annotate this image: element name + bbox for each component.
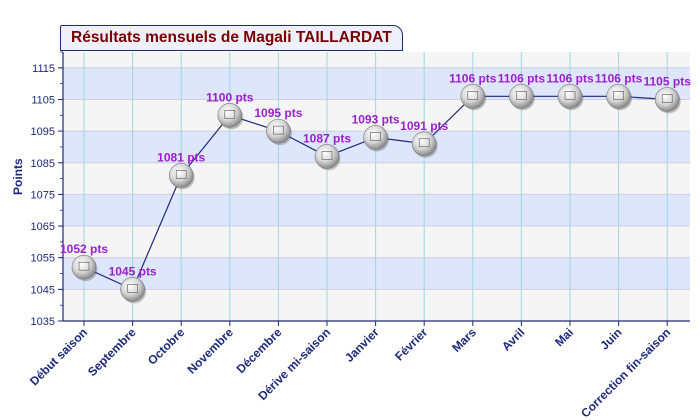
data-point-ball [460,84,486,109]
data-label: 1106 pts [498,71,546,85]
data-label: 1106 pts [449,71,497,85]
y-tick-label: 1045 [31,284,55,296]
data-point [654,87,681,114]
x-tick-label: Juin [597,325,624,352]
data-point-emblem [467,91,479,100]
y-tick-label: 1105 [31,94,55,106]
data-point-emblem [321,151,333,160]
data-point-emblem [175,170,187,179]
data-point [314,144,341,171]
data-point [411,131,438,158]
data-point-ball [71,254,97,280]
data-point [71,254,98,282]
x-tick-label: Mars [449,325,479,355]
data-point [606,84,633,111]
data-point-ball [217,102,243,128]
x-tick-label: Janvier [342,325,382,365]
x-tick-label: Novembre [185,325,237,377]
data-point-emblem [613,91,624,100]
data-point [266,118,292,146]
grid-band [63,226,690,258]
data-point [509,84,535,111]
data-label: 1087 pts [303,131,351,145]
y-tick-label: 1075 [31,189,55,201]
data-point-ball [411,131,437,157]
data-point [460,84,487,111]
grid-band [63,257,690,290]
data-point-emblem [661,94,673,103]
data-point [363,125,390,152]
data-point-emblem [564,91,576,100]
x-tick-label: Décembre [234,325,285,376]
data-point-emblem [418,138,430,148]
data-point-ball [509,84,534,109]
data-point-emblem [273,125,284,135]
data-point-emblem [127,284,138,293]
x-tick-label: Mai [552,325,576,349]
x-tick-label: Correction fin-saison [578,325,673,420]
data-point-ball [606,84,631,109]
data-label: 1045 pts [109,264,157,278]
y-tick-label: 1035 [31,316,55,328]
data-label: 1100 pts [206,90,254,104]
grid-band [63,194,690,227]
data-point-emblem [78,261,90,271]
chart-title: Résultats mensuels de Magali TAILLARDAT [60,25,403,51]
data-point-emblem [516,91,527,100]
y-tick-label: 1055 [31,253,55,265]
data-label: 1081 pts [157,150,205,164]
data-point-ball [266,118,291,144]
data-label: 1106 pts [595,71,643,85]
x-tick-label: Début saison [27,325,90,388]
data-point [168,163,195,190]
y-tick-label: 1085 [31,158,55,170]
data-label: 1106 pts [546,71,594,85]
data-point [217,102,244,130]
data-point [557,84,584,111]
grid-band [63,289,690,321]
data-label: 1095 pts [254,106,302,120]
x-tick-label: Avril [499,325,527,353]
y-tick-label: 1065 [31,221,55,233]
data-point-ball [314,144,340,169]
grid-band [63,52,690,68]
data-point [120,277,147,304]
data-point-emblem [224,109,236,119]
grid-band [63,162,690,195]
x-tick-label: Février [392,325,430,363]
x-tick-label: Septembre [85,325,139,379]
grid-band [63,67,690,100]
data-point-ball [168,163,194,188]
data-label: 1093 pts [352,112,400,126]
data-point-ball [120,277,145,302]
data-label: 1052 pts [60,242,108,256]
y-tick-label: 1095 [31,126,55,138]
data-point-ball [654,87,680,112]
y-tick-label: 1115 [32,63,55,75]
x-tick-label: Octobre [145,325,188,368]
data-point-emblem [370,132,381,141]
data-point-ball [363,125,388,150]
data-label: 1105 pts [644,74,692,88]
y-axis-label: Points [11,158,25,195]
data-label: 1091 pts [400,119,448,133]
data-point-ball [557,84,583,109]
